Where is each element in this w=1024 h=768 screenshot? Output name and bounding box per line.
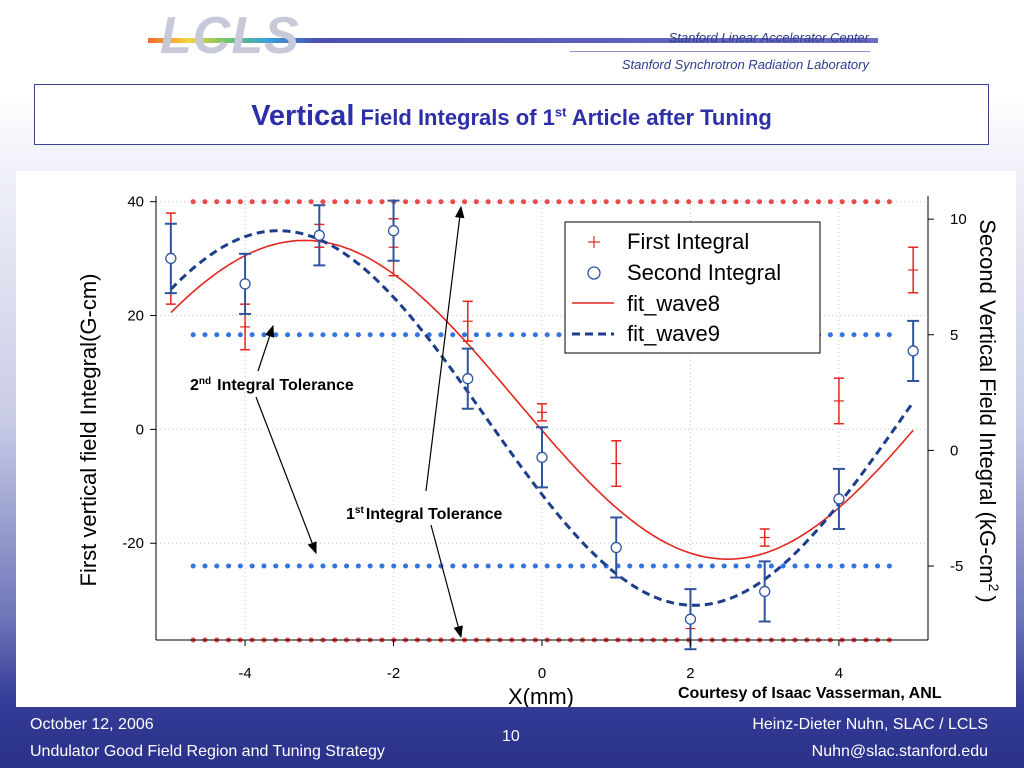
title-part-3: Article after Tuning xyxy=(571,105,772,130)
second-integral-point xyxy=(313,229,325,241)
legend-label-first: First Integral xyxy=(627,229,749,254)
legend-label-fit8: fit_wave8 xyxy=(627,291,720,316)
tol1-label: 1st Integral Tolerance xyxy=(346,505,503,523)
y-tick-label: 0 xyxy=(136,421,144,438)
footer-subtitle: Undulator Good Field Region and Tuning S… xyxy=(30,743,385,760)
footer-date: October 12, 2006 xyxy=(30,716,154,733)
y2-tick-label: 10 xyxy=(950,211,967,228)
second-integral-point xyxy=(536,451,548,463)
second-integral-point xyxy=(462,373,474,385)
footer-email: Nuhn@slac.stanford.edu xyxy=(811,743,988,760)
y2-tick-label: -5 xyxy=(950,558,963,575)
org-line-2: Stanford Synchrotron Radiation Laborator… xyxy=(621,57,869,72)
legend-label-fit9: fit_wave9 xyxy=(627,321,720,346)
x-tick-label: 0 xyxy=(538,665,546,682)
y-axis-label: First vertical field Integral(G-cm) xyxy=(76,274,101,587)
second-integral-point xyxy=(387,225,400,237)
y2-axis-label: Second Vertical Field Integral (kG-cm2) xyxy=(975,219,1002,603)
title-sup: st xyxy=(554,104,567,120)
second-integral-point xyxy=(684,613,697,625)
footer-author: Heinz-Dieter Nuhn, SLAC / LCLS xyxy=(752,716,988,733)
title-box: Vertical Field Integrals of 1st Article … xyxy=(34,84,989,145)
x-tick-label: -2 xyxy=(387,665,400,682)
y-tick-label: -20 xyxy=(122,535,144,552)
annotation-arrow xyxy=(255,396,317,555)
legend-label-second: Second Integral xyxy=(627,260,781,285)
legend-box xyxy=(564,221,821,354)
second-integral-point xyxy=(759,585,771,598)
x-tick-label: 4 xyxy=(835,665,843,682)
slide-header: LCLS Stanford Linear Accelerator Center … xyxy=(0,0,1024,78)
x-tick-label: -4 xyxy=(238,665,251,682)
annotation-arrow xyxy=(425,205,465,492)
y-tick-label: 20 xyxy=(127,308,144,325)
annotation-arrow xyxy=(257,324,275,372)
slide-title: Vertical Field Integrals of 1st Article … xyxy=(35,100,988,133)
x-axis-label: X(mm) xyxy=(508,684,574,707)
y2-tick-label: 0 xyxy=(950,442,958,459)
annotation-arrow xyxy=(430,524,463,639)
title-word-1: Vertical xyxy=(251,100,355,132)
courtesy-note: Courtesy of Isaac Vasserman, ANL xyxy=(678,685,942,702)
second-integral-point xyxy=(907,345,919,357)
second-integral-point xyxy=(610,541,622,554)
second-integral-point xyxy=(239,278,251,290)
lcls-logo: LCLS xyxy=(160,7,300,65)
org-line-1: Stanford Linear Accelerator Center xyxy=(668,30,869,45)
chart-panel: -4 -2 0 2 4 40 20 0 -20 10 5 0 -5 2nd Integral Tolera… xyxy=(16,171,1016,707)
org-divider xyxy=(570,51,870,52)
y-tick-label: 40 xyxy=(127,194,144,211)
second-integral-point xyxy=(833,493,845,505)
footer-page-number: 10 xyxy=(502,728,520,745)
x-tick-label: 2 xyxy=(686,665,694,682)
logo-color-stripe xyxy=(148,38,878,43)
legend-symbol-second xyxy=(587,266,601,280)
tol2-label: 2nd Integral Tolerance xyxy=(190,376,354,394)
second-integral-point xyxy=(165,252,177,265)
fit-wave9-curve xyxy=(169,229,915,607)
title-part-2: Field Integrals of 1 xyxy=(360,105,555,130)
y2-tick-label: 5 xyxy=(950,327,958,344)
